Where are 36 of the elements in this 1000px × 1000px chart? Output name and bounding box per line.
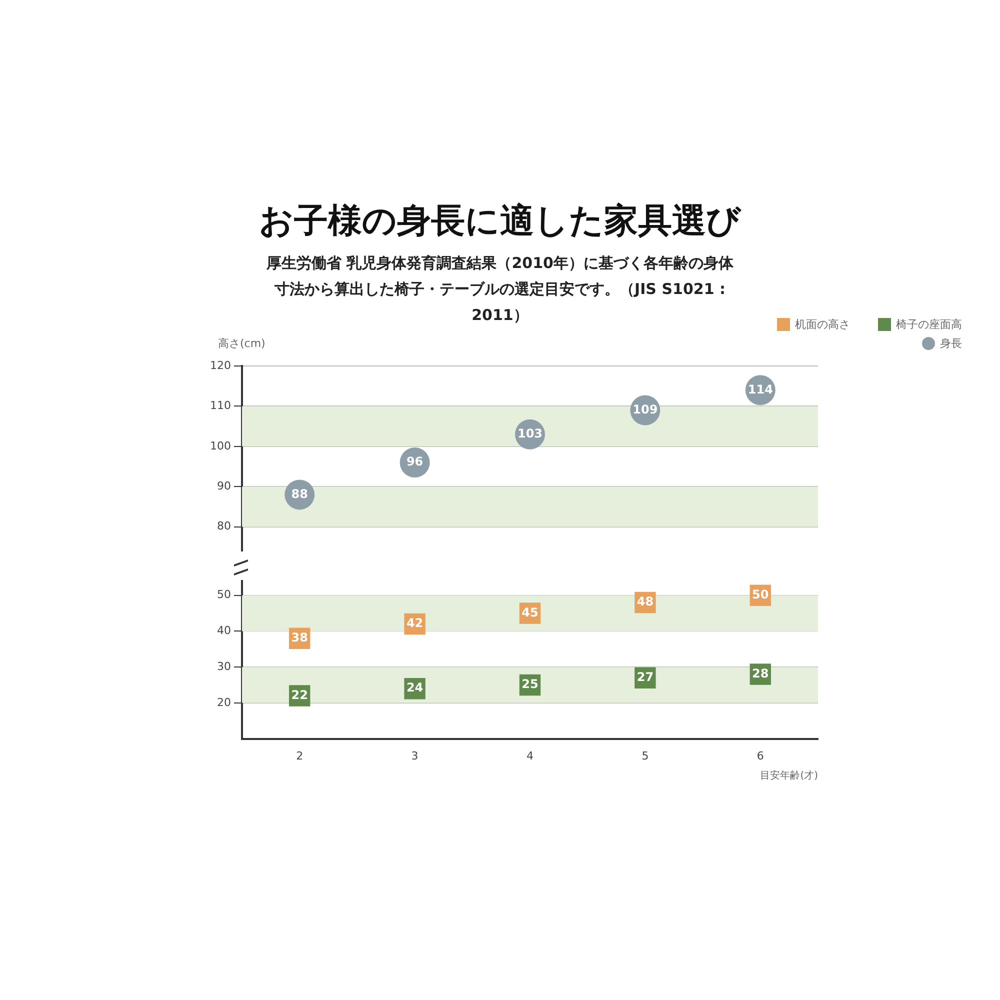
data-label: 114 [748,382,773,396]
data-label: 42 [406,616,424,630]
data-label: 25 [522,677,538,692]
x-tick-label: 4 [526,749,534,762]
chart-subtitle: 厚生労働省 乳児身体発育調査結果（2010年）に基づく各年齢の身体寸法から算出した椅子・テーブルの選定目安です。（JIS S1021 : 2011） [266,253,734,326]
x-axis-title: 目安年齢(才) [760,770,818,782]
data-label: 50 [752,587,769,602]
chart-title: お子様の身長に適した家具選び [258,200,742,243]
legend-label: 椅子の座面高 [896,317,962,332]
y-tick-label: 120 [210,358,231,372]
y-tick-label: 20 [217,696,231,709]
data-label: 103 [517,426,543,440]
data-label: 22 [291,688,308,702]
data-label: 28 [752,666,769,680]
x-tick-label: 6 [756,749,764,762]
y-tick-label: 40 [217,624,231,638]
data-label: 88 [291,486,308,501]
x-tick-label: 3 [411,749,418,762]
y-tick-label: 80 [217,520,231,533]
data-label: 24 [406,680,424,695]
y-tick-label: 50 [217,588,231,602]
data-label: 38 [291,630,308,645]
data-label: 45 [522,605,538,620]
y-tick-label: 30 [217,660,231,673]
data-label: 109 [632,402,658,416]
y-tick-label: 110 [210,399,231,412]
data-label: 27 [636,670,654,684]
y-axis-title: 高さ(cm) [218,337,266,350]
data-label: 48 [636,594,654,609]
x-tick-label: 5 [642,749,649,762]
x-tick-label: 2 [296,749,304,762]
data-label: 96 [406,454,424,469]
legend-label: 身長 [940,336,962,351]
legend-label: 机面の高さ [795,317,850,332]
y-tick-label: 100 [210,439,231,452]
y-tick-label: 90 [217,480,231,493]
